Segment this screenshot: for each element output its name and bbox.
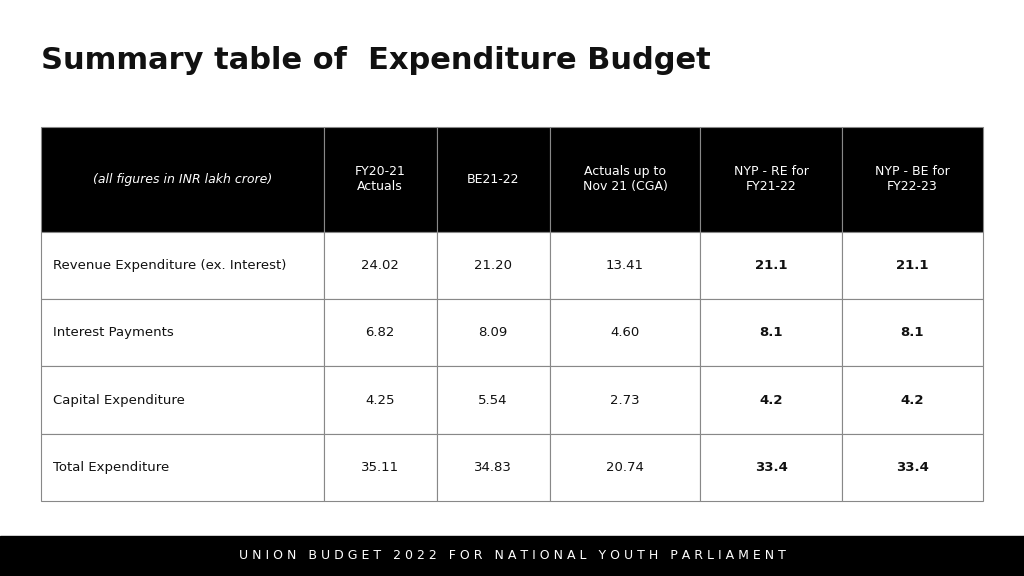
Text: 6.82: 6.82 xyxy=(366,326,395,339)
Text: U N I O N   B U D G E T   2 0 2 2   F O R   N A T I O N A L   Y O U T H   P A R : U N I O N B U D G E T 2 0 2 2 F O R N A … xyxy=(239,550,785,562)
Text: FY20-21
Actuals: FY20-21 Actuals xyxy=(354,165,406,193)
Text: Capital Expenditure: Capital Expenditure xyxy=(53,393,185,407)
Text: 35.11: 35.11 xyxy=(361,461,399,474)
Text: Interest Payments: Interest Payments xyxy=(53,326,174,339)
Bar xyxy=(842,366,983,434)
Text: NYP - BE for
FY22-23: NYP - BE for FY22-23 xyxy=(876,165,949,193)
Bar xyxy=(436,127,550,232)
Text: 33.4: 33.4 xyxy=(755,461,787,474)
Text: BE21-22: BE21-22 xyxy=(467,173,519,185)
Bar xyxy=(700,434,842,501)
Bar xyxy=(436,366,550,434)
Bar xyxy=(436,232,550,299)
Bar xyxy=(550,299,700,366)
Text: 4.2: 4.2 xyxy=(901,393,924,407)
Bar xyxy=(436,434,550,501)
Text: 5.54: 5.54 xyxy=(478,393,508,407)
Bar xyxy=(324,366,436,434)
Bar xyxy=(324,127,436,232)
Text: 33.4: 33.4 xyxy=(896,461,929,474)
Bar xyxy=(842,232,983,299)
Text: Actuals up to
Nov 21 (CGA): Actuals up to Nov 21 (CGA) xyxy=(583,165,668,193)
Bar xyxy=(41,127,324,232)
Bar xyxy=(550,127,700,232)
Bar xyxy=(0,536,1024,576)
Bar xyxy=(700,232,842,299)
Text: 13.41: 13.41 xyxy=(606,259,644,272)
Text: 21.20: 21.20 xyxy=(474,259,512,272)
Bar xyxy=(700,366,842,434)
Text: 4.60: 4.60 xyxy=(610,326,640,339)
Text: 21.1: 21.1 xyxy=(755,259,787,272)
Text: 20.74: 20.74 xyxy=(606,461,644,474)
Bar xyxy=(324,232,436,299)
Text: 8.1: 8.1 xyxy=(760,326,782,339)
Bar xyxy=(842,127,983,232)
Text: 4.25: 4.25 xyxy=(366,393,395,407)
Text: (all figures in INR lakh crore): (all figures in INR lakh crore) xyxy=(92,173,272,185)
Bar xyxy=(41,366,324,434)
Text: Revenue Expenditure (ex. Interest): Revenue Expenditure (ex. Interest) xyxy=(53,259,287,272)
Text: Summary table of  Expenditure Budget: Summary table of Expenditure Budget xyxy=(41,46,711,75)
Bar xyxy=(700,127,842,232)
Bar xyxy=(41,434,324,501)
Text: 8.1: 8.1 xyxy=(901,326,924,339)
Text: 4.2: 4.2 xyxy=(760,393,782,407)
Text: 24.02: 24.02 xyxy=(361,259,399,272)
Text: 8.09: 8.09 xyxy=(478,326,508,339)
Text: 21.1: 21.1 xyxy=(896,259,929,272)
Bar xyxy=(436,299,550,366)
Bar xyxy=(41,232,324,299)
Bar xyxy=(700,299,842,366)
Text: 34.83: 34.83 xyxy=(474,461,512,474)
Text: 2.73: 2.73 xyxy=(610,393,640,407)
Bar xyxy=(550,366,700,434)
Bar xyxy=(842,434,983,501)
Text: Total Expenditure: Total Expenditure xyxy=(53,461,170,474)
Bar xyxy=(550,434,700,501)
Bar xyxy=(324,299,436,366)
Bar xyxy=(324,434,436,501)
Bar xyxy=(842,299,983,366)
Bar xyxy=(550,232,700,299)
Bar xyxy=(41,299,324,366)
Text: NYP - RE for
FY21-22: NYP - RE for FY21-22 xyxy=(733,165,809,193)
